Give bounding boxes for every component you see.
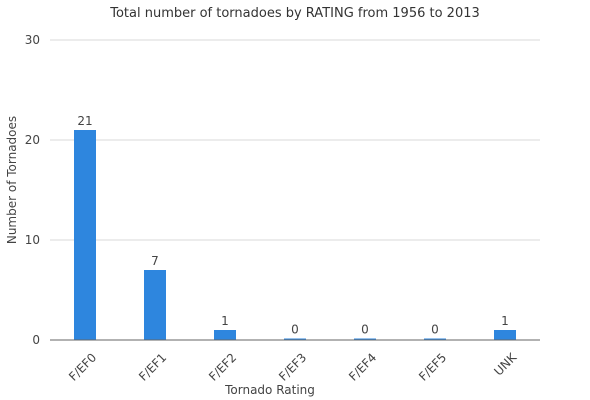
x-tick-label: F/EF4 (346, 350, 379, 383)
x-tick-label: F/EF1 (136, 350, 169, 383)
x-tick-label: UNK (491, 350, 520, 379)
y-tick-label: 30 (25, 33, 40, 47)
x-axis-ticks: F/EF0 F/EF1 F/EF2 F/EF3 F/EF4 F/EF5 UNK (66, 350, 520, 384)
bar-f-ef2 (214, 330, 236, 340)
bar-f-ef0 (74, 130, 96, 340)
data-labels: 21 7 1 0 0 0 1 (77, 114, 508, 337)
x-tick-label: F/EF0 (66, 350, 99, 383)
data-label: 7 (151, 254, 159, 268)
data-label: 0 (291, 323, 299, 337)
bar-f-ef3 (284, 338, 306, 340)
y-tick-label: 10 (25, 233, 40, 247)
data-label: 0 (431, 323, 439, 337)
bar-unk (494, 330, 516, 340)
data-label: 1 (501, 314, 509, 328)
bar-f-ef4 (354, 338, 376, 340)
gridlines (50, 39, 540, 241)
x-tick-label: F/EF2 (206, 350, 239, 383)
chart-title: Total number of tornadoes by RATING from… (109, 6, 480, 21)
bar-f-ef5 (424, 338, 446, 340)
y-axis-ticks: 0 10 20 30 (25, 33, 40, 347)
data-label: 21 (77, 114, 92, 128)
x-axis-title: Tornado Rating (224, 383, 315, 397)
y-tick-label: 20 (25, 133, 40, 147)
x-tick-label: F/EF5 (416, 350, 449, 383)
x-tick-label: F/EF3 (276, 350, 309, 383)
y-axis-title: Number of Tornadoes (5, 116, 19, 244)
bars (74, 130, 516, 340)
data-label: 1 (221, 314, 229, 328)
y-tick-label: 0 (32, 333, 40, 347)
data-label: 0 (361, 323, 369, 337)
bar-f-ef1 (144, 270, 166, 340)
